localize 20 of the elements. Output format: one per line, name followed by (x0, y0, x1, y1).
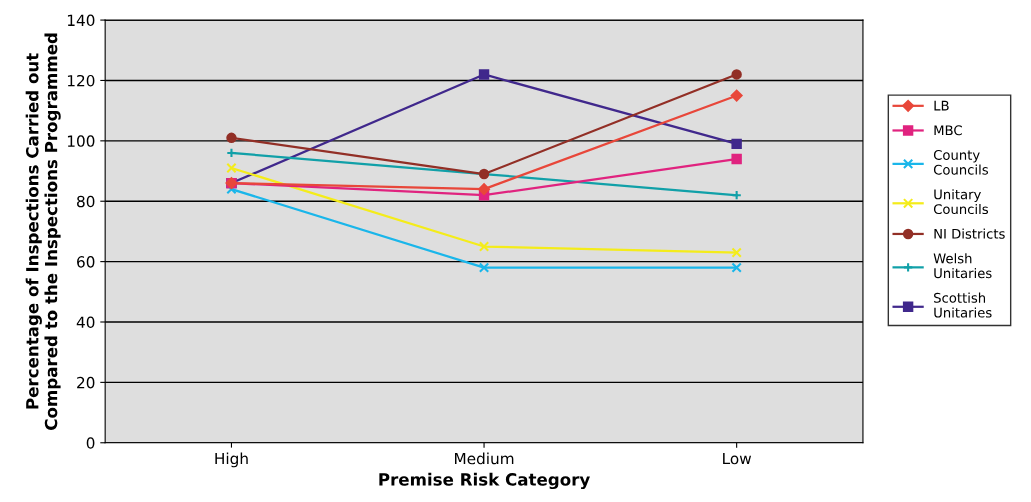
y-tick-label: 0 (86, 437, 95, 449)
legend-label: LB (934, 100, 949, 111)
y-tick-label: 120 (67, 74, 95, 87)
y-tick-label: 20 (77, 376, 95, 389)
legend-label: MBC (934, 125, 962, 136)
x-tick-label: Low (723, 452, 752, 465)
y-tick-label: 140 (67, 14, 95, 27)
x-axis-title: Premise Risk Category (379, 472, 590, 490)
legend-label: Welsh Unitaries (933, 253, 992, 279)
legend-label: NI Districts (934, 228, 1005, 239)
y-tick-label: 80 (77, 195, 95, 208)
x-tick-label: Medium (455, 452, 514, 465)
y-tick-label: 40 (76, 316, 95, 329)
legend-label: County Councils (933, 149, 989, 175)
y-tick-label: 100 (67, 135, 95, 147)
y-axis-title: Percentage of Inspections Carried out Compared to the Inspections Programmed (25, 33, 61, 430)
legend-label: Unitary Councils (933, 189, 989, 215)
legend-label: Scottish Unitaries (934, 292, 992, 318)
x-tick-label: High (215, 452, 248, 468)
y-tick-label: 60 (77, 256, 95, 268)
